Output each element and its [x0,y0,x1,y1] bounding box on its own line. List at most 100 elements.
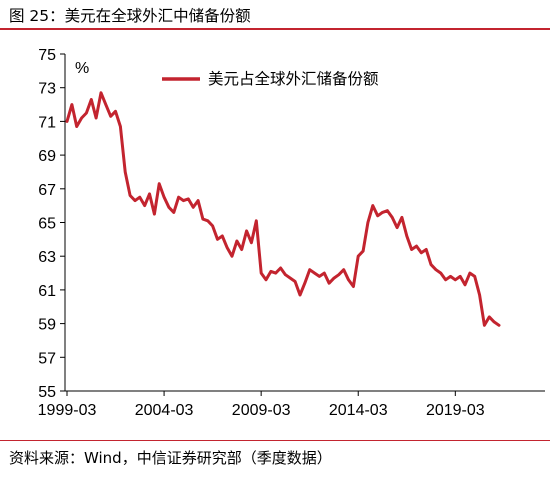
data-point [323,271,326,275]
series-line [65,91,501,327]
data-point [274,271,277,275]
data-point [400,216,404,219]
data-point [308,268,311,271]
data-point [230,255,234,258]
y-tick-label: 65 [38,216,56,233]
data-point [405,234,408,238]
data-point [162,196,166,199]
data-point [187,197,190,201]
y-tick-label: 73 [38,81,56,98]
data-point [114,110,117,113]
y-tick-label: 55 [38,384,56,401]
data-point [357,255,360,258]
data-point [104,103,108,106]
y-tick-label: 63 [38,249,56,266]
data-point [269,270,273,273]
data-point [473,275,476,278]
data-point [459,275,462,278]
data-point [70,103,74,106]
data-point [245,229,248,233]
data-point [124,170,127,174]
data-point [483,324,486,327]
data-point [226,246,229,249]
data-point [196,199,200,202]
y-tick-label: 71 [38,114,56,131]
y-tick-label: 57 [38,350,56,367]
legend-label: 美元占全球外汇储备份额 [208,70,379,88]
data-point [439,271,442,275]
data-point [303,282,306,285]
x-axis-ticks: 1999-03 2004-03 2009-03 2014-03 2019-03 [38,391,485,419]
data-point [264,278,268,281]
data-point [90,98,93,101]
data-point [391,216,394,219]
data-point [410,248,413,251]
data-point [216,238,219,241]
title-divider [0,28,550,30]
data-point [65,120,69,123]
data-point [158,182,161,185]
data-point [454,278,457,281]
data-point [119,125,122,128]
data-point [449,275,452,278]
data-point [255,219,258,222]
data-point [80,116,83,120]
x-tick-label: 1999-03 [38,402,97,419]
data-point [284,273,287,276]
x-tick-label: 2009-03 [232,402,291,419]
data-point [128,194,132,197]
legend: 美元占全球外汇储备份额 [162,70,379,88]
y-tick-label: 75 [38,47,56,64]
data-point [434,268,438,271]
data-point [298,293,302,297]
plot-area [65,91,501,327]
y-unit-label: % [75,60,89,77]
data-point [289,276,292,280]
data-point [420,251,423,254]
data-point [85,111,88,115]
line-chart: 55 57 59 61 63 65 67 69 71 73 75 1999-03 2004-03 200… [38,47,545,419]
data-point [395,226,399,229]
data-point [327,282,331,285]
data-point [143,204,146,207]
data-point [94,116,98,120]
data-point [488,315,491,319]
data-point [250,241,253,244]
data-point [415,244,418,248]
data-point [361,249,365,253]
data-point [463,283,467,286]
data-point [182,199,185,202]
y-tick-label: 69 [38,148,56,165]
data-point [444,278,447,281]
data-point [293,280,297,283]
data-point [206,219,209,222]
data-point [429,263,433,266]
data-point [235,239,239,243]
data-point [478,293,481,297]
data-point [371,204,374,207]
data-point [192,206,195,209]
data-point [352,285,355,288]
data-point [138,196,141,199]
source-note: 资料来源：Wind，中信证券研究部（季度数据） [9,449,332,467]
y-tick-label: 59 [38,317,56,334]
data-point [337,273,340,276]
y-tick-label: 61 [38,283,56,300]
y-tick-label: 67 [38,182,56,199]
data-point [172,211,175,214]
x-tick-label: 2004-03 [135,402,194,419]
data-point [260,271,263,275]
data-point [313,271,316,275]
data-point [381,211,384,214]
data-point [468,271,472,275]
data-point [177,196,180,199]
data-point [109,115,112,118]
data-point [75,125,78,128]
data-point [279,266,282,270]
chart-axes [64,54,545,392]
data-point [201,217,205,221]
y-axis-ticks: 55 57 59 61 63 65 67 69 71 73 75 [38,47,65,401]
data-point [211,224,214,228]
data-point [240,248,243,251]
figure-title: 图 25：美元在全球外汇中储备份额 [9,7,251,25]
